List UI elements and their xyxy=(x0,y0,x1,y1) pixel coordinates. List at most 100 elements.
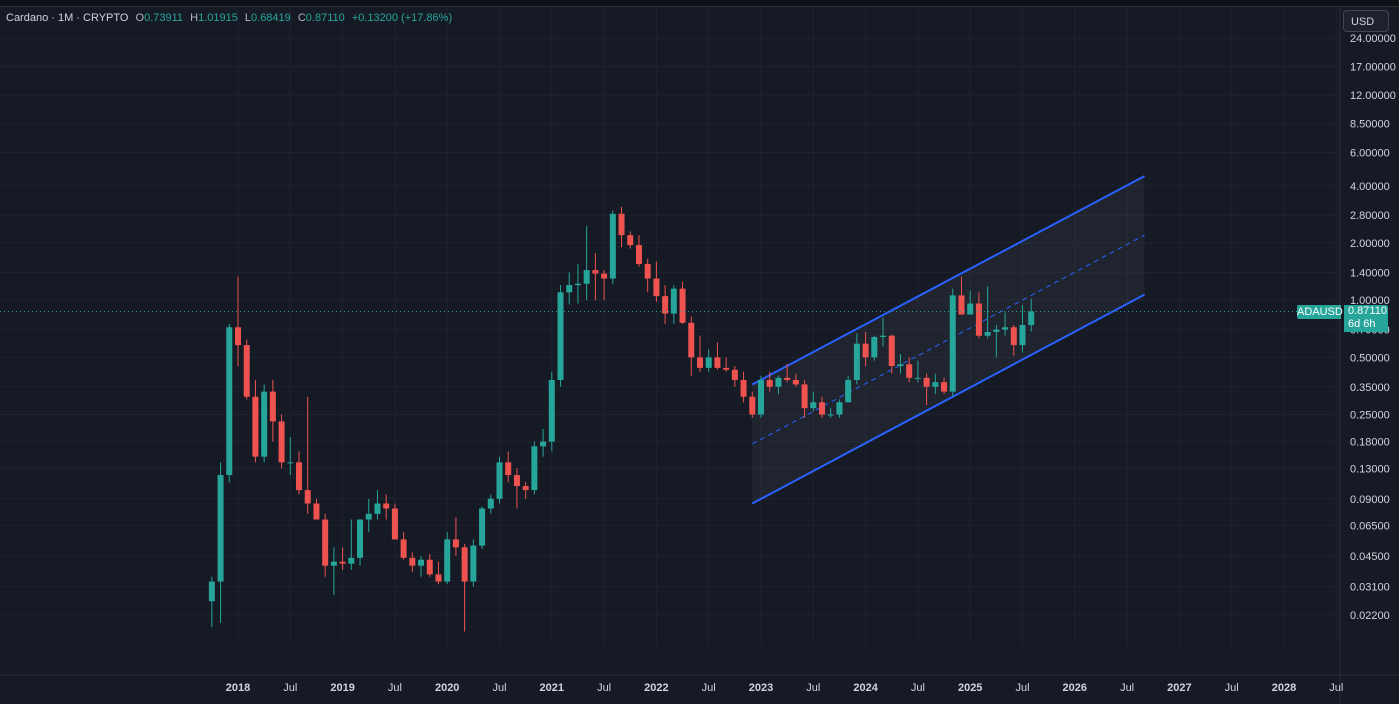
symbol-label: Cardano · 1M · CRYPTO xyxy=(6,12,129,24)
candle-body xyxy=(993,329,1000,332)
candle xyxy=(278,414,285,469)
candle-body xyxy=(487,498,494,509)
candle xyxy=(365,498,372,533)
price-axis-label: 2.80000 xyxy=(1350,210,1390,222)
candle-body xyxy=(766,379,773,387)
candle xyxy=(766,371,773,392)
candle xyxy=(252,379,259,463)
candle-body xyxy=(426,559,433,575)
close-value: 0.87110 xyxy=(305,12,345,24)
candle xyxy=(792,373,799,387)
candle-body xyxy=(505,462,512,476)
candle-body xyxy=(226,327,233,476)
candle-body xyxy=(391,508,398,540)
candle xyxy=(627,231,634,249)
candle-body xyxy=(880,335,887,337)
candle xyxy=(409,552,416,573)
candle-body xyxy=(635,245,642,265)
channel-upper-line xyxy=(751,175,1146,386)
candle xyxy=(696,335,703,372)
candle-body xyxy=(888,335,895,367)
candle-body xyxy=(731,369,738,380)
candle-body xyxy=(618,213,625,236)
candle-body xyxy=(435,574,442,582)
candle xyxy=(548,371,555,452)
price-axis-label: 6.00000 xyxy=(1350,147,1390,159)
candle-body xyxy=(958,295,965,315)
candle-body xyxy=(941,382,948,392)
candle-body xyxy=(583,270,590,284)
currency-button[interactable]: USD xyxy=(1343,10,1389,32)
time-axis-label: Jul xyxy=(806,682,820,694)
channel-middle-line xyxy=(752,234,1145,445)
price-axis-label: 17.00000 xyxy=(1350,61,1396,73)
candle xyxy=(731,366,738,387)
price-axis-label: 8.50000 xyxy=(1350,119,1390,131)
candle-body xyxy=(444,539,451,582)
grid-lines xyxy=(0,6,1399,704)
candle xyxy=(348,519,355,570)
candle-body xyxy=(975,303,982,336)
candle xyxy=(862,331,869,367)
candle xyxy=(226,323,233,483)
candle xyxy=(906,357,913,383)
candle-body xyxy=(479,508,486,546)
candle-body xyxy=(470,545,477,582)
time-axis: 2018 Jul 2019 Jul 2020 Jul 2021 Jul 2022 Jul 2023 J… xyxy=(226,682,1344,694)
candle-body xyxy=(400,539,407,558)
candle-body xyxy=(601,273,608,279)
candle-body xyxy=(784,377,791,380)
high-value: 1.01915 xyxy=(198,12,238,24)
time-axis-label: 2026 xyxy=(1063,682,1087,694)
candle xyxy=(269,379,276,442)
candles xyxy=(208,206,1035,632)
price-axis-label: 12.00000 xyxy=(1350,90,1396,102)
candle-body xyxy=(243,345,250,397)
candle-body xyxy=(540,441,547,447)
candle xyxy=(609,210,616,284)
candle-body xyxy=(496,462,503,499)
price-axis-label: 1.00000 xyxy=(1350,295,1390,307)
candle-body xyxy=(914,377,921,379)
time-axis-label: 2021 xyxy=(540,682,564,694)
candle-body xyxy=(531,446,538,491)
price-axis-label: 0.35000 xyxy=(1350,382,1390,394)
price-axis-label: 24.00000 xyxy=(1350,33,1396,45)
candle-body xyxy=(967,303,974,315)
price-axis-label: 0.03100 xyxy=(1350,582,1390,594)
candle xyxy=(208,576,215,628)
candle-body xyxy=(278,421,285,463)
candle xyxy=(287,437,294,476)
candle xyxy=(758,375,764,418)
candle xyxy=(583,225,590,301)
candle-body xyxy=(1002,327,1009,330)
candle xyxy=(322,513,329,577)
candle xyxy=(1019,305,1026,353)
candle xyxy=(566,272,573,305)
candle xyxy=(871,335,878,361)
candle-body xyxy=(836,402,843,415)
candle xyxy=(400,532,407,560)
candle xyxy=(784,364,791,383)
candle-body xyxy=(644,264,651,279)
candle xyxy=(479,506,486,549)
candle-body xyxy=(1028,311,1035,326)
time-axis-label: 2023 xyxy=(749,682,773,694)
time-axis-label: 2020 xyxy=(435,682,459,694)
candle-body xyxy=(513,475,520,487)
candle xyxy=(296,451,303,495)
candle-body xyxy=(418,559,425,566)
candle xyxy=(897,354,904,374)
time-axis-label: 2019 xyxy=(330,682,354,694)
price-axis-label: 0.25000 xyxy=(1350,410,1390,422)
candle xyxy=(984,286,991,339)
candle-body xyxy=(862,343,869,358)
candle xyxy=(923,373,930,406)
candle xyxy=(435,561,442,585)
candle xyxy=(653,261,660,302)
candle-body xyxy=(949,295,956,392)
candle xyxy=(235,276,241,367)
candle xyxy=(932,373,939,395)
candle xyxy=(505,451,512,483)
